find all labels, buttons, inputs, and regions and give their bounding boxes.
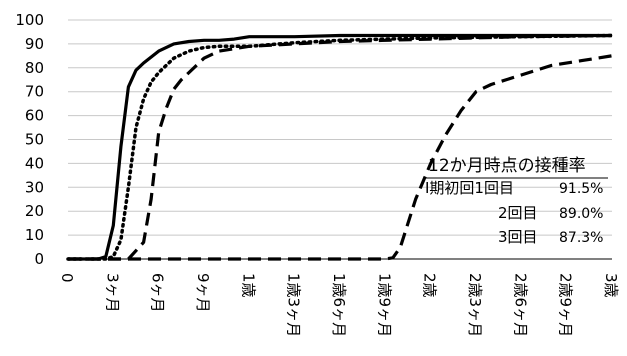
series-line-2	[66, 33, 614, 261]
x-tick-label: 9ヶ月	[194, 273, 212, 313]
y-tick-label: 10	[25, 226, 44, 244]
x-tick-label: 1歳3ヶ月	[285, 273, 303, 337]
y-tick-label: 90	[25, 35, 44, 53]
annotation-row-2-value: 89.0%	[559, 206, 603, 222]
x-tick-label: 3ヶ月	[103, 273, 121, 313]
y-tick-label: 100	[15, 11, 44, 29]
y-tick-label: 70	[25, 83, 44, 101]
x-axis-ticks: 0 3ヶ月 6ヶ月 9ヶ月 1歳 1歳3ヶ月 1歳6ヶ月 1歳9ヶ月 2歳 2歳3ヶ月 2歳6ヶ月 2…	[58, 273, 620, 337]
series-lines	[66, 33, 614, 261]
y-tick-label: 60	[25, 107, 44, 125]
x-tick-label: 1歳	[239, 273, 257, 298]
y-tick-label: 30	[25, 178, 44, 196]
y-tick-label: 0	[34, 250, 44, 268]
series-line-1	[68, 33, 612, 261]
annotation-title: 12か月時点の接種率	[428, 156, 586, 176]
x-tick-label: 2歳6ヶ月	[511, 273, 529, 337]
x-tick-label: 1歳9ヶ月	[375, 273, 393, 337]
x-tick-label: 1歳6ヶ月	[330, 273, 348, 337]
series-line-4	[68, 54, 613, 261]
y-tick-label: 50	[25, 131, 44, 149]
x-tick-label: 2歳9ヶ月	[557, 273, 575, 337]
y-tick-label: 80	[25, 59, 44, 77]
annotation-row-1-label: Ⅰ期初回1回目	[425, 179, 514, 197]
annotation-row-2-label: 2回目	[498, 204, 538, 222]
x-tick-label: 2歳	[421, 273, 439, 298]
gridlines	[68, 19, 612, 260]
y-axis-ticks: 0 10 20 30 40 50 60 70 80 90 100	[15, 11, 44, 268]
y-tick-label: 40	[25, 154, 44, 172]
y-tick-label: 20	[25, 202, 44, 220]
annotation-row-3-label: 3回目	[498, 228, 538, 246]
x-tick-label: 0	[58, 273, 76, 283]
annotation-row-3-value: 87.3%	[559, 230, 603, 246]
annotation-row-1-value: 91.5%	[559, 181, 603, 197]
x-tick-label: 2歳3ヶ月	[466, 273, 484, 337]
annotation-box: 12か月時点の接種率 Ⅰ期初回1回目 91.5% 2回目 89.0% 3回目 8…	[425, 156, 608, 246]
x-tick-label: 6ヶ月	[149, 273, 167, 313]
x-tick-label: 3歳	[602, 273, 620, 298]
series-line-3	[68, 33, 613, 261]
